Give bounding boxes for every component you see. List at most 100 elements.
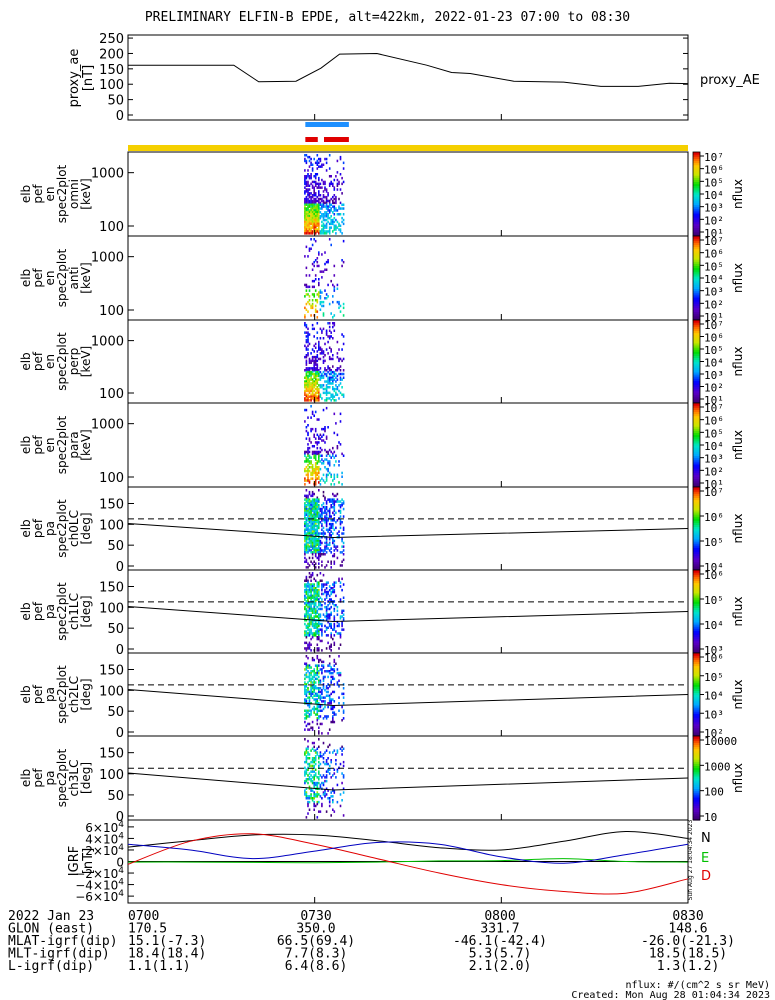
spectrogram-cell [307, 464, 309, 467]
colorbar-segment [693, 296, 700, 300]
spectrogram-cell [311, 781, 314, 785]
colorbar-segment [693, 545, 700, 548]
spectrogram-cell [328, 549, 331, 552]
spectrogram-cell [304, 450, 306, 454]
spectrogram-cell [328, 337, 331, 340]
spectrogram-cell [311, 770, 314, 773]
spectrogram-cell [305, 772, 308, 775]
colorbar-segment [693, 501, 700, 505]
spectrogram-cell [322, 592, 325, 596]
proxy-ae-legend: proxy_AE [700, 73, 760, 88]
spectrogram-cell [305, 215, 308, 218]
spectrogram-cell [314, 213, 317, 216]
spectrogram-cell [316, 521, 319, 524]
colorbar-segment [693, 267, 700, 271]
spectrogram-cell [307, 190, 309, 193]
spectrogram-cell [305, 182, 308, 186]
spectrogram-cell [313, 435, 315, 438]
colorbar-segment [693, 807, 700, 811]
spectrogram-cell [330, 562, 332, 565]
colorbar-segment [693, 761, 700, 764]
spectrogram-cell [332, 720, 334, 724]
spectrogram-cell [324, 700, 326, 703]
spectrogram-cell [322, 355, 325, 359]
spectrogram-cell [318, 702, 320, 705]
spectrogram-cell [318, 211, 320, 214]
spectrogram-cell [330, 692, 332, 696]
spectrogram-cell [335, 195, 337, 199]
spectrogram-cell [319, 543, 322, 546]
colorbar-segment [693, 491, 700, 494]
spectrogram-cell [325, 374, 328, 378]
spectrogram-cell [310, 367, 312, 370]
spectrogram-cell [305, 195, 308, 199]
spectrogram-cell [313, 549, 315, 552]
spectrogram-cell [325, 564, 328, 567]
spectrogram-cell [336, 545, 339, 548]
spectrogram-cell [318, 630, 320, 633]
spectrogram-cell [324, 262, 326, 266]
spectrogram-cell [307, 348, 309, 351]
spectrogram-cell [305, 600, 308, 603]
spectrogram-cell [307, 511, 309, 515]
colorbar-segment [693, 522, 700, 525]
spectrogram-cell [319, 386, 322, 389]
spectrogram-cell [328, 602, 331, 605]
spectrogram-cell [305, 380, 308, 383]
colorbar-segment [693, 599, 700, 602]
spectrogram-cell [341, 622, 343, 626]
spectrogram-cell [308, 450, 311, 454]
loss-cone-line [127, 689, 689, 707]
colorbar-segment [693, 588, 700, 592]
spectrogram-cell [314, 278, 317, 281]
spectrogram-cell [314, 530, 317, 533]
spectrogram-cell [316, 713, 319, 716]
spectrogram-cell [318, 658, 320, 662]
spectrogram-cell [341, 560, 343, 563]
spectrogram-cell [319, 639, 322, 643]
spectrogram-cell [311, 367, 314, 370]
spectrogram-cell [318, 730, 320, 733]
spectrogram-cell [314, 203, 317, 206]
spectrogram-cell [305, 690, 308, 694]
spectrogram-cell [327, 213, 329, 216]
spectrogram-cell [321, 519, 323, 522]
colorbar-tick-label: 10² [704, 298, 724, 311]
spectrogram-cell [327, 670, 329, 673]
colorbar-segment [693, 680, 700, 683]
spectrogram-cell [327, 205, 329, 208]
spectrogram-cell [316, 154, 319, 157]
spectrogram-cell [307, 519, 309, 522]
spectrogram-cell [305, 532, 308, 535]
colorbar-segment [693, 315, 700, 319]
spectrogram-cell [318, 671, 320, 675]
colorbar-tick-label: 10⁵ [704, 344, 724, 357]
spectrogram-cell [321, 639, 323, 643]
spectrogram-cell [328, 585, 331, 588]
spectrogram-cell [325, 207, 328, 210]
spectrogram-cell [330, 180, 332, 184]
spectrogram-cell [304, 641, 306, 645]
spectrogram-cell [304, 549, 306, 552]
colorbar-segment [693, 653, 700, 656]
spectrogram-cell [311, 203, 314, 206]
spectrogram-cell [305, 602, 308, 605]
colorbar-segment [693, 547, 700, 550]
spectrogram-cell [313, 532, 315, 535]
proxy-ae-ylabel: proxy_ae[nT] [67, 49, 96, 108]
spectrogram-cell [313, 350, 315, 353]
spectrogram-cell [335, 422, 337, 425]
spectrogram-cell [318, 357, 320, 361]
spectrogram-cell [342, 218, 345, 222]
spectrogram-cell [308, 585, 311, 588]
spectrogram-cell [332, 382, 334, 385]
colorbar-segment [693, 565, 700, 569]
spectrogram-cell [333, 670, 336, 673]
spectrogram-cell [308, 507, 311, 511]
spectrogram-cell [341, 749, 343, 752]
spectrogram-cell [319, 622, 322, 626]
spectrogram-cell [316, 637, 319, 641]
spectrogram-cell [321, 630, 323, 633]
spectrogram-cell [304, 677, 306, 681]
spectrogram-cell [318, 230, 320, 233]
